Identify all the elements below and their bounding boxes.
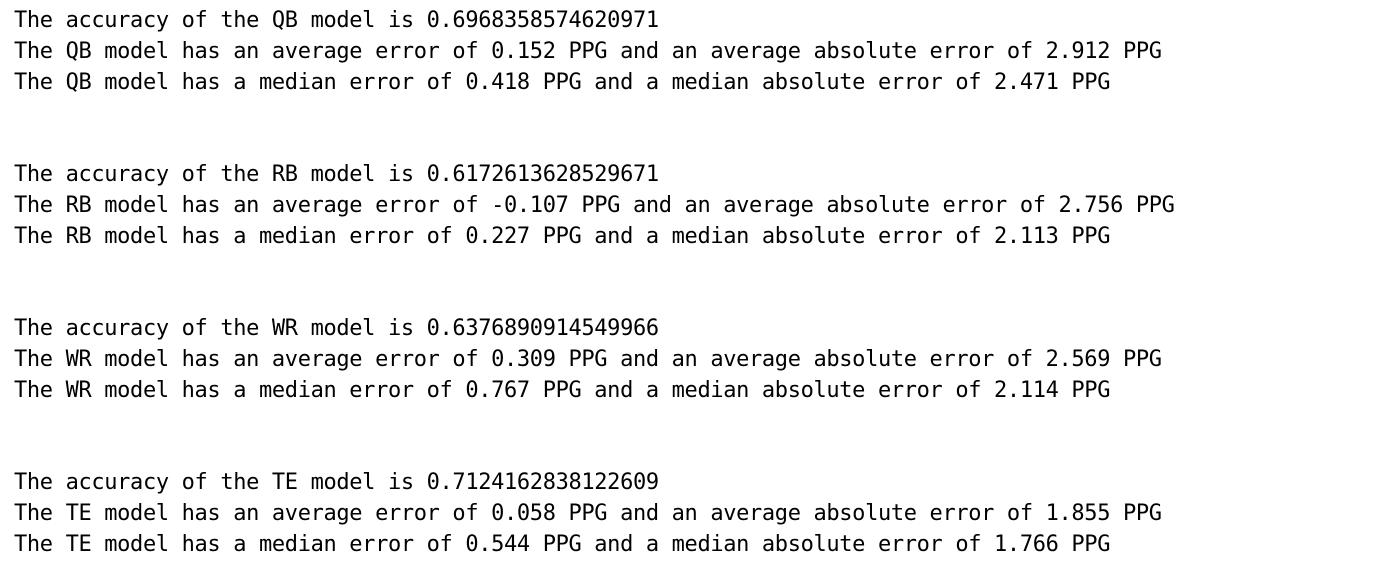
te-accuracy-line: The accuracy of the TE model is 0.712416… — [14, 470, 659, 495]
te-model-results: The accuracy of the TE model is 0.712416… — [14, 467, 1175, 560]
console-output: The accuracy of the QB model is 0.696835… — [14, 5, 1175, 560]
rb-average-error-line: The RB model has an average error of -0.… — [14, 193, 1175, 218]
qb-model-results: The accuracy of the QB model is 0.696835… — [14, 5, 1175, 98]
qb-accuracy-line: The accuracy of the QB model is 0.696835… — [14, 8, 659, 33]
qb-average-error-line: The QB model has an average error of 0.1… — [14, 39, 1162, 64]
wr-median-error-line: The WR model has a median error of 0.767… — [14, 378, 1111, 403]
wr-model-results: The accuracy of the WR model is 0.637689… — [14, 313, 1175, 406]
rb-median-error-line: The RB model has a median error of 0.227… — [14, 224, 1111, 249]
wr-average-error-line: The WR model has an average error of 0.3… — [14, 347, 1162, 372]
rb-model-results: The accuracy of the RB model is 0.617261… — [14, 159, 1175, 252]
te-average-error-line: The TE model has an average error of 0.0… — [14, 501, 1162, 526]
qb-median-error-line: The QB model has a median error of 0.418… — [14, 70, 1111, 95]
wr-accuracy-line: The accuracy of the WR model is 0.637689… — [14, 316, 659, 341]
te-median-error-line: The TE model has a median error of 0.544… — [14, 532, 1111, 557]
rb-accuracy-line: The accuracy of the RB model is 0.617261… — [14, 162, 659, 187]
